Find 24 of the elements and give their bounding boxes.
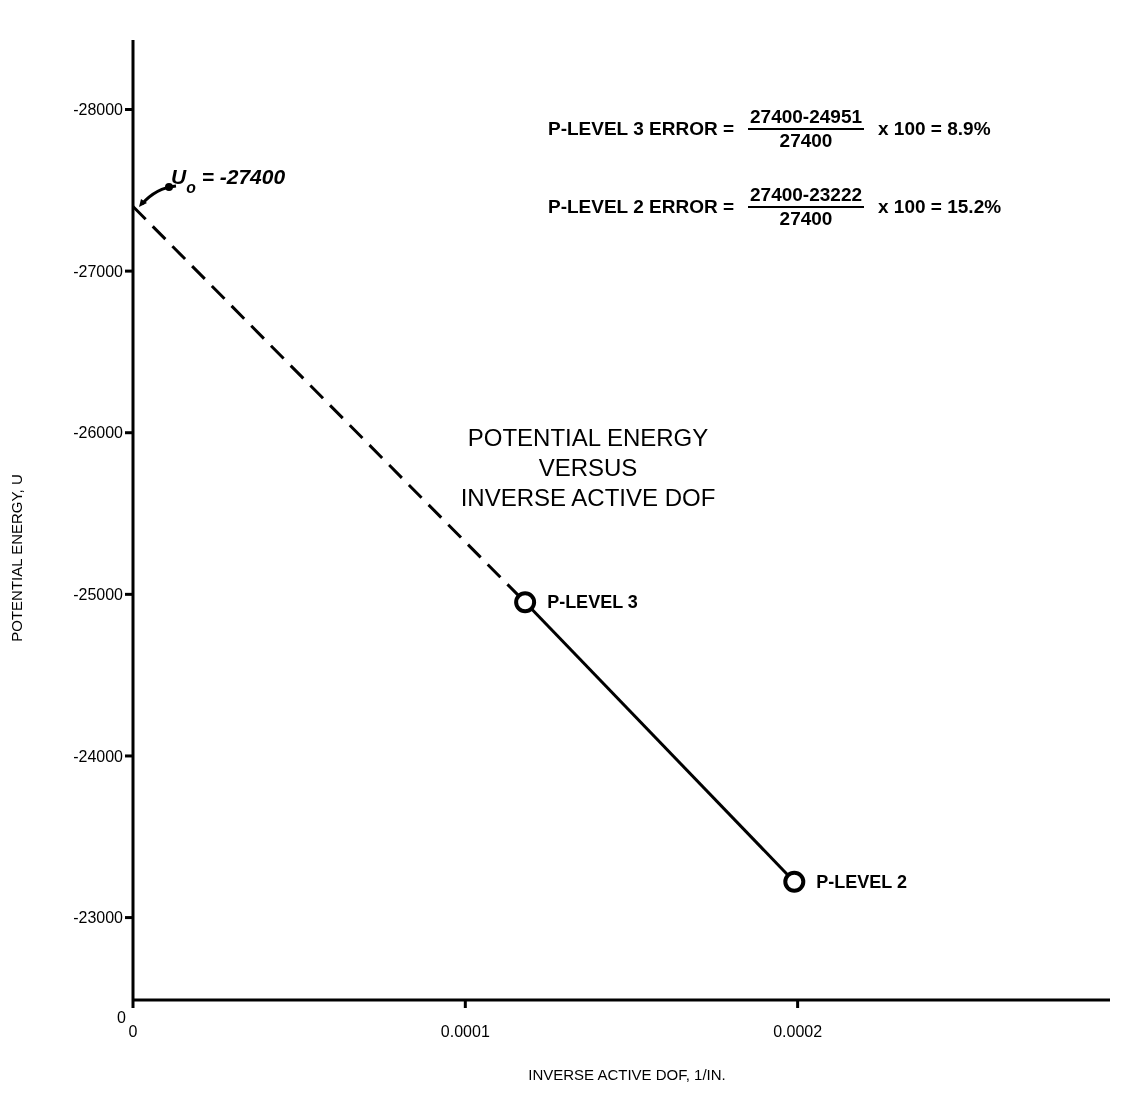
x-tick-label: 0 — [128, 1023, 138, 1041]
y-tick-label: -23000 — [73, 909, 124, 927]
x-tick-label: 0.0002 — [773, 1023, 823, 1041]
annotation: U$_{o}$ = -27400 — [171, 165, 286, 196]
y-axis-title: POTENTIAL ENERGY, U — [7, 474, 25, 642]
y-tick-label: -27000 — [73, 262, 124, 280]
x-tick-label: 0.0001 — [440, 1023, 490, 1041]
y-tick-label: -26000 — [73, 424, 124, 442]
annotation: P-LEVEL 3 — [547, 592, 638, 613]
annotation: 27400 — [779, 208, 833, 230]
x-axis-title: INVERSE ACTIVE DOF, 1/IN. — [527, 1066, 727, 1083]
y-tick-label: -25000 — [73, 586, 124, 604]
annotation: x 100 = 8.9% — [878, 118, 991, 140]
text: POTENTIAL ENERGY VERSUS INVERSE ACTIVE DOF — [459, 423, 717, 513]
annotation: P-LEVEL 2 — [816, 871, 908, 892]
y-tick-label: -28000 — [73, 101, 124, 119]
annotation: 27400 — [779, 130, 833, 152]
y-tick-label: -24000 — [73, 747, 124, 765]
annotation: 27400-24951 — [748, 106, 865, 130]
annotation: P-LEVEL 3 ERROR = — [548, 118, 735, 140]
annotation: x 100 = 15.2% — [878, 196, 1002, 218]
text: 0 — [117, 1009, 126, 1027]
annotation: P-LEVEL 2 ERROR = — [548, 196, 735, 218]
annotation: 27400-23222 — [748, 184, 865, 208]
